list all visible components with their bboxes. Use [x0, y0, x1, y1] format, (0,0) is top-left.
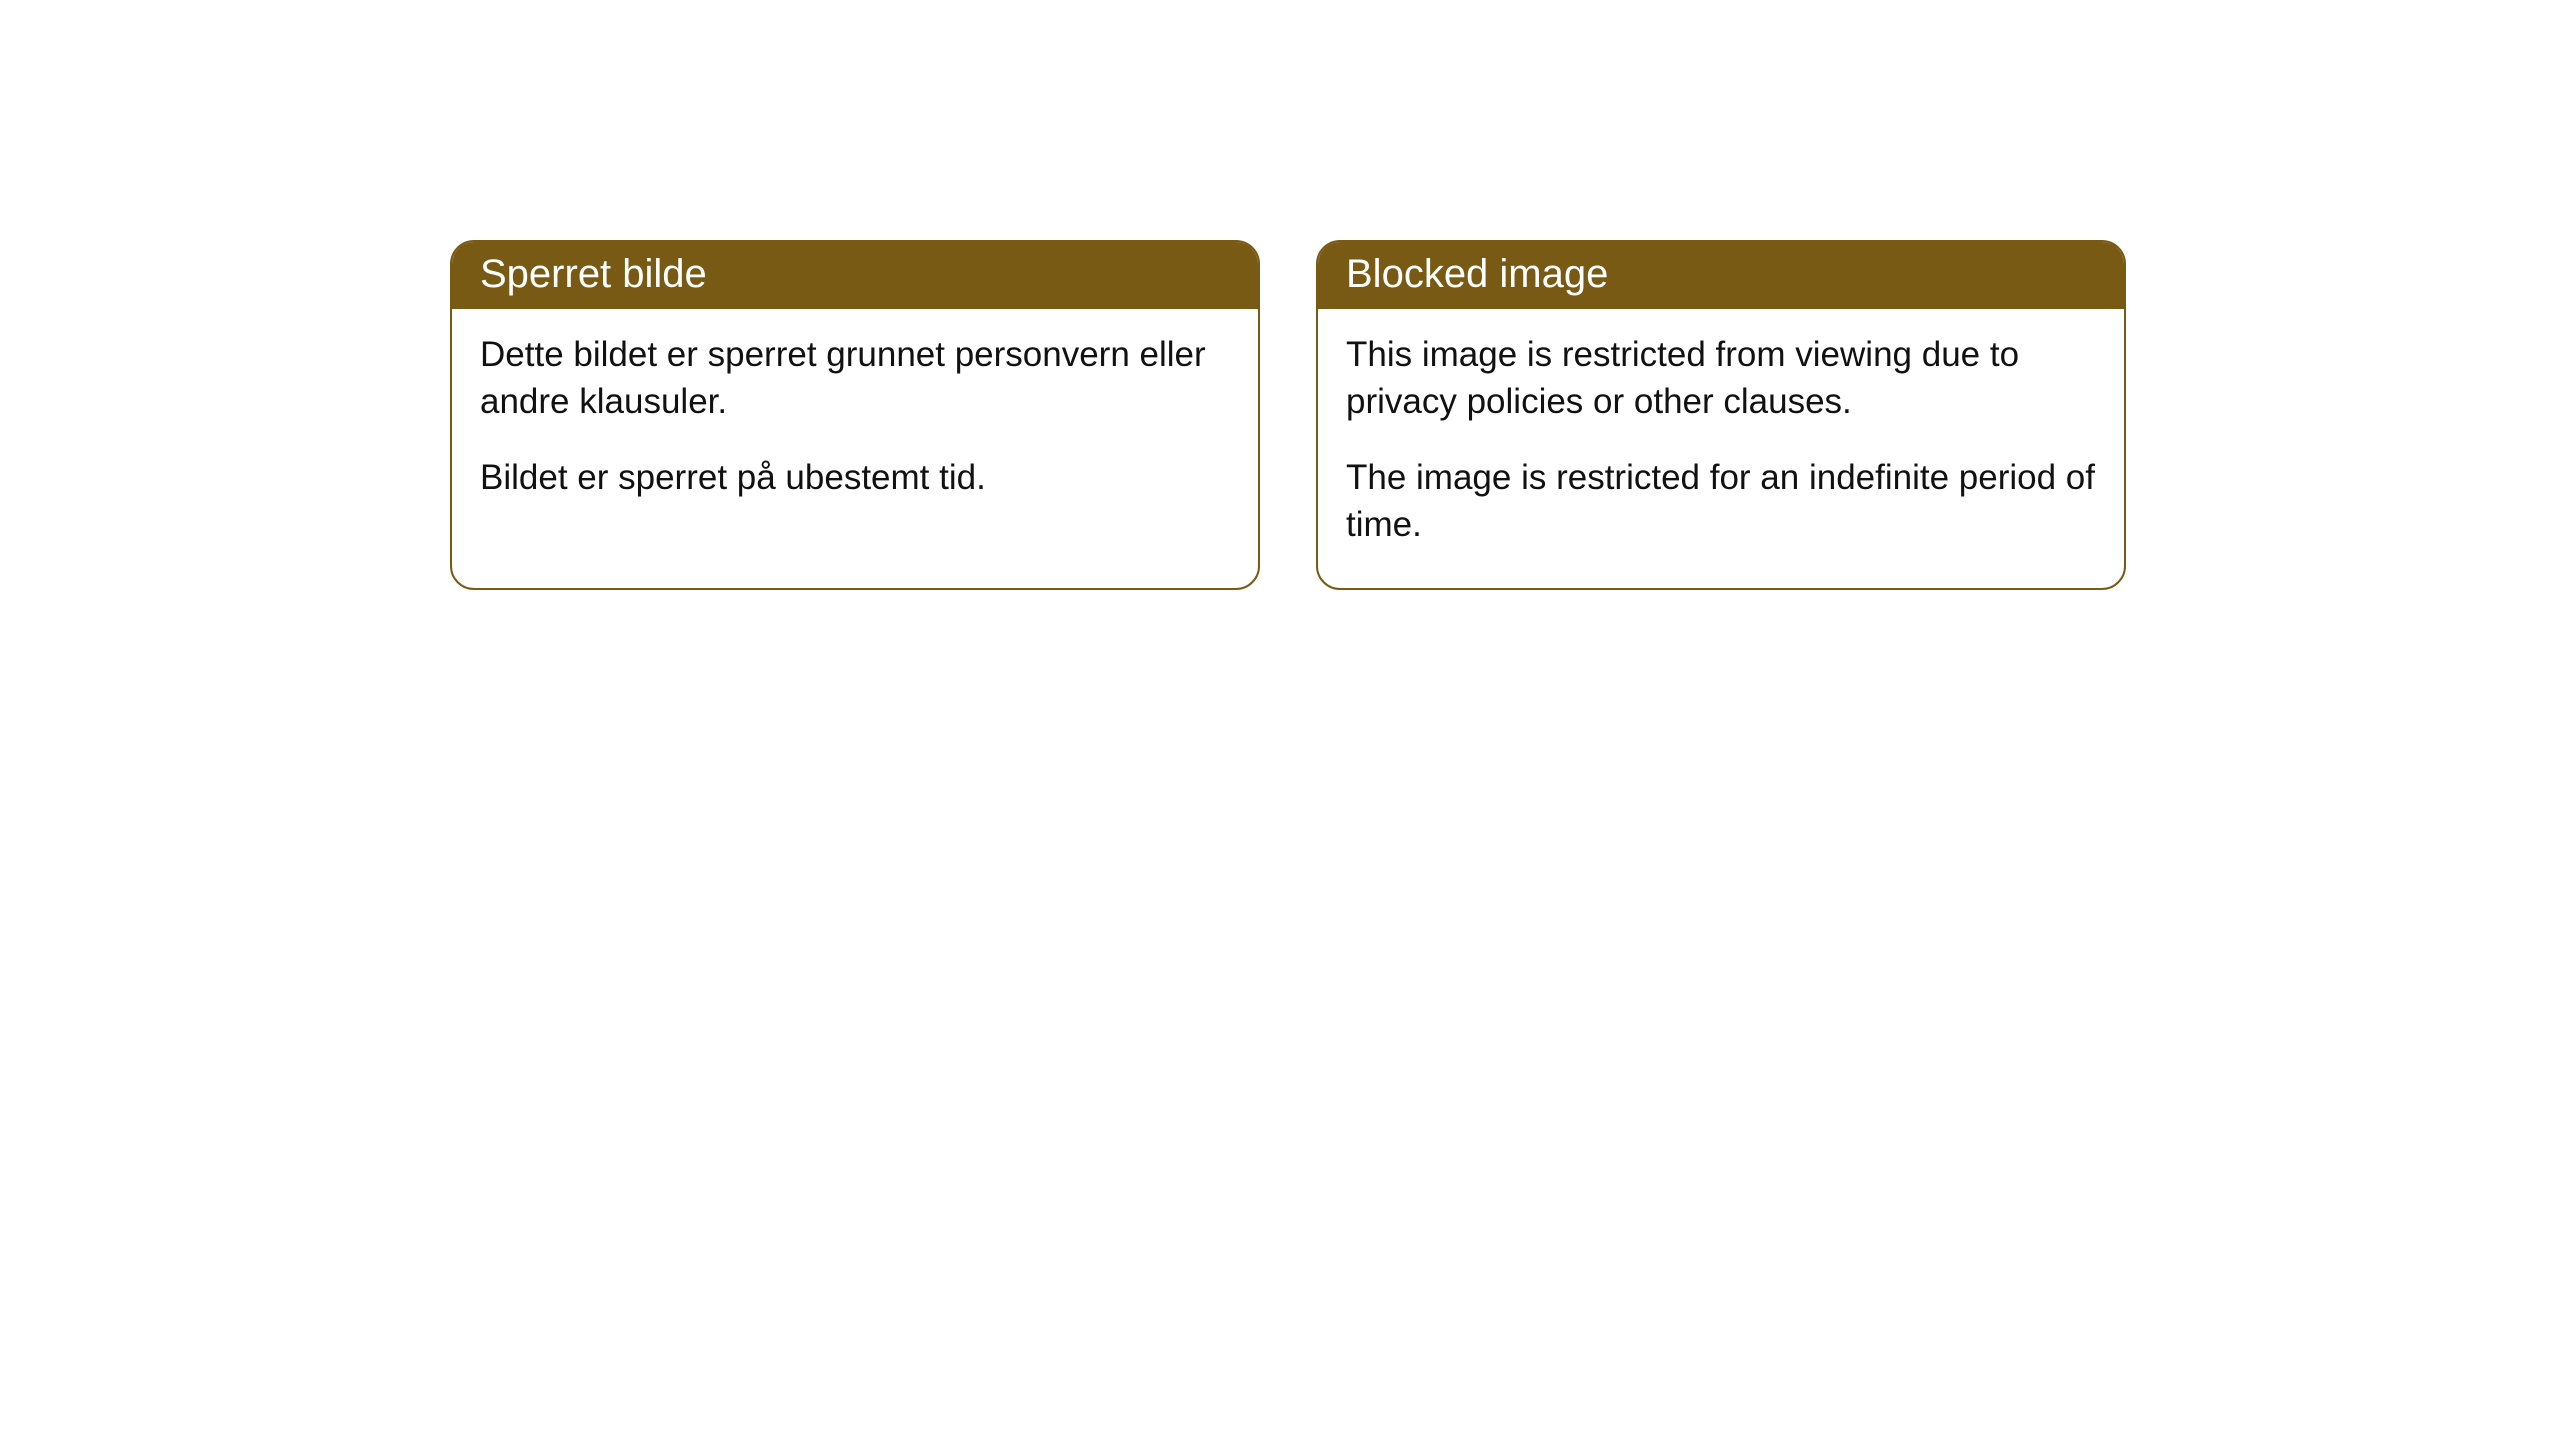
- card-paragraph: Bildet er sperret på ubestemt tid.: [480, 454, 1230, 501]
- card-header: Blocked image: [1318, 242, 2124, 309]
- notice-card-english: Blocked image This image is restricted f…: [1316, 240, 2126, 590]
- card-body: This image is restricted from viewing du…: [1318, 309, 2124, 588]
- card-paragraph: The image is restricted for an indefinit…: [1346, 454, 2096, 549]
- card-paragraph: Dette bildet er sperret grunnet personve…: [480, 331, 1230, 426]
- notice-card-norwegian: Sperret bilde Dette bildet er sperret gr…: [450, 240, 1260, 590]
- card-title: Blocked image: [1346, 252, 1608, 296]
- card-paragraph: This image is restricted from viewing du…: [1346, 331, 2096, 426]
- card-header: Sperret bilde: [452, 242, 1258, 309]
- notice-cards-container: Sperret bilde Dette bildet er sperret gr…: [450, 240, 2126, 590]
- card-body: Dette bildet er sperret grunnet personve…: [452, 309, 1258, 541]
- card-title: Sperret bilde: [480, 252, 707, 296]
